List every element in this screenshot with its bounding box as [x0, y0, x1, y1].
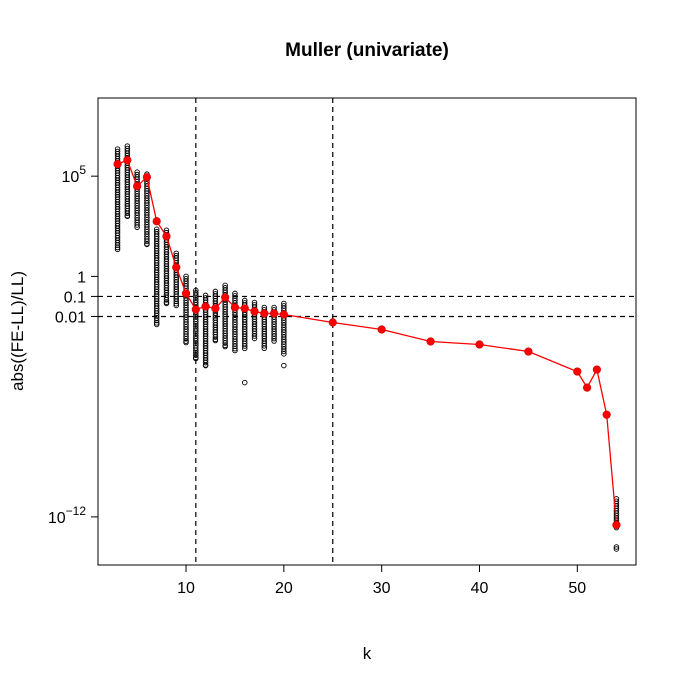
individual-point: [153, 317, 160, 324]
individual-point: [173, 302, 180, 309]
individual-point: [202, 359, 209, 366]
y-tick-label: 0.01: [55, 309, 86, 326]
mean-point: [172, 263, 181, 272]
y-tick-label: 1: [77, 269, 86, 286]
individual-point: [124, 210, 131, 217]
individual-point: [271, 338, 277, 344]
mean-line: [117, 159, 618, 525]
individual-point: [212, 334, 219, 340]
individual-point: [212, 337, 219, 344]
individual-point: [241, 345, 248, 352]
individual-point: [134, 224, 140, 231]
individual-point: [241, 343, 248, 349]
individual-point: [613, 544, 620, 550]
individual-point: [114, 244, 121, 251]
individual-point: [163, 300, 170, 307]
individual-point: [183, 336, 189, 342]
y-axis: 105 1 0.1 0.01 10−12: [48, 163, 99, 527]
individual-point: [153, 320, 160, 326]
mean-point: [201, 302, 210, 311]
individual-point: [271, 335, 277, 342]
individual-point: [202, 362, 209, 369]
mean-point: [113, 160, 122, 169]
x-tick-label: 30: [373, 580, 391, 597]
individual-point: [144, 241, 150, 248]
mean-point: [612, 520, 621, 530]
individual-point: [222, 343, 228, 350]
mean-point: [133, 182, 142, 191]
x-tick-label: 40: [471, 580, 489, 597]
mean-point: [279, 310, 288, 319]
individual-point: [173, 300, 180, 307]
y-tick-label: 10−12: [48, 504, 86, 527]
mean-point: [475, 340, 484, 349]
x-tick-label: 10: [177, 580, 195, 597]
mean-point: [582, 383, 592, 392]
mean-point: [191, 305, 200, 314]
y-tick-label: 0.1: [64, 289, 86, 306]
mean-point: [142, 173, 152, 182]
individual-point: [241, 379, 248, 386]
mean-point: [524, 347, 533, 356]
mean-point: [162, 232, 171, 241]
chart-title: Muller (univariate): [285, 40, 449, 61]
individual-point: [281, 362, 287, 369]
mean-point: [377, 325, 386, 334]
individual-point: [281, 351, 287, 357]
mean-point: [240, 304, 249, 313]
individual-point: [173, 298, 180, 305]
mean-point: [573, 367, 582, 376]
y-axis-label: abs((FE-LL)/LL): [8, 271, 27, 391]
mean-point: [592, 365, 601, 374]
mean-point: [602, 410, 611, 419]
individual-point: [193, 355, 199, 362]
mean-point: [221, 293, 230, 302]
mean-point: [260, 309, 269, 318]
individual-point: [114, 246, 121, 253]
x-tick-label: 50: [568, 580, 586, 597]
x-axis: 10 20 30 40 50: [177, 564, 586, 597]
plot-area: [97, 97, 637, 566]
mean-point: [426, 337, 435, 346]
mean-point: [250, 307, 259, 316]
mean-point: [269, 309, 279, 318]
individual-point: [251, 333, 258, 339]
individual-point: [281, 348, 287, 355]
individual-point: [134, 222, 140, 228]
mean-point: [123, 156, 132, 165]
individual-point: [163, 297, 170, 303]
individual-point: [144, 238, 150, 245]
individual-point: [261, 345, 268, 351]
individual-point: [232, 347, 238, 354]
individual-point: [183, 339, 189, 346]
individual-point: [232, 345, 238, 352]
y-tick-label: 105: [62, 163, 87, 186]
mean-point: [211, 304, 220, 313]
individual-point: [124, 213, 131, 220]
reference-lines: [98, 98, 636, 565]
individual-point: [222, 340, 228, 346]
mean-point: [181, 289, 191, 298]
x-axis-label: k: [363, 644, 372, 663]
mean-series: [113, 156, 621, 530]
mean-point: [230, 303, 240, 312]
mean-point: [328, 318, 337, 327]
individual-point: [153, 321, 160, 328]
individual-point: [193, 352, 199, 358]
individual-points: [114, 143, 620, 552]
individual-point: [251, 335, 258, 342]
individual-point: [261, 343, 268, 349]
x-tick-label: 20: [275, 580, 293, 597]
individual-point: [613, 546, 620, 552]
mean-point: [152, 217, 161, 226]
